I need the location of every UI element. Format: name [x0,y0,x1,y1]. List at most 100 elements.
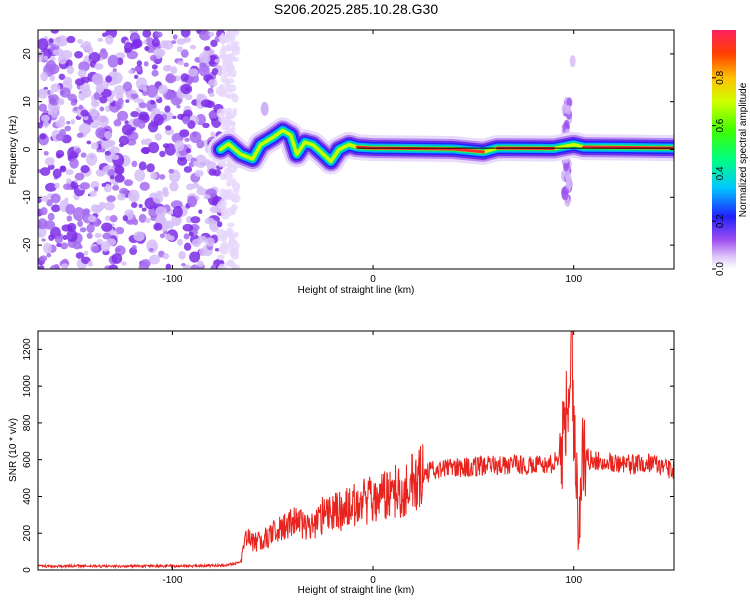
snr-line [38,331,674,570]
y-tick-label: 1200 [22,338,33,361]
noise-blob [162,189,169,198]
noise-blob [220,118,230,125]
artifact-blob [565,174,572,185]
noise-blob [124,120,129,125]
noise-blob [41,114,51,122]
y-tick-label: 1000 [22,375,33,398]
noise-blob [159,40,169,49]
noise-blob [171,40,177,45]
noise-blob [183,233,190,240]
noise-blob [150,215,157,221]
noise-blob [101,32,107,38]
noise-blob [216,228,226,238]
noise-blob [74,147,82,154]
noise-blob [78,245,83,249]
noise-blob [152,193,164,204]
noise-blob [192,160,200,167]
noise-blob [221,200,227,207]
noise-blob [219,245,230,255]
noise-blob [55,150,65,158]
noise-blob [107,96,114,103]
noise-blob [55,119,66,128]
noise-blob [210,131,216,138]
noise-blob [94,100,100,107]
noise-blob [66,65,75,75]
snr-y-axis-label: SNR (10 * v/v) [8,418,19,482]
noise-blob [201,54,211,64]
noise-blob [221,190,231,201]
noise-blob [190,216,201,224]
noise-blob [229,250,235,257]
noise-blob [45,182,57,192]
noise-blob [131,245,137,250]
noise-blob [224,33,231,44]
noise-blob [116,57,124,66]
noise-blob [169,235,175,241]
noise-blob [98,50,109,60]
y-tick-label: -10 [22,190,33,205]
noise-blob [107,169,115,177]
y-tick-label: 20 [22,48,33,60]
noise-blob [63,76,73,85]
noise-blob [183,166,193,173]
colorbar-tick-label: 0.0 [715,262,726,276]
noise-blob [154,94,160,100]
noise-blob [69,158,79,169]
noise-blob [122,81,133,92]
noise-blob [220,211,230,220]
noise-blob [83,250,89,256]
artifact-blob [260,101,269,116]
noise-blob [198,247,208,257]
noise-blob [111,253,123,264]
noise-blob [231,193,241,204]
noise-blob [153,222,163,231]
noise-blob [155,31,163,38]
noise-blob [48,38,54,43]
spectrogram-marks [38,30,674,269]
artifact-blob [565,104,572,115]
noise-blob [70,100,78,106]
noise-blob [91,73,104,86]
noise-blob [72,207,85,222]
noise-blob [196,260,204,267]
noise-blob [59,165,66,171]
noise-blob [176,238,184,246]
noise-blob [43,242,52,254]
noise-blob [230,208,236,216]
noise-blob [212,169,222,177]
colorbar-tick-label: 0.4 [715,166,726,180]
noise-blob [151,37,160,48]
noise-blob [231,264,240,269]
y-tick-label: 800 [22,414,33,431]
noise-blob [106,238,117,247]
noise-blob [209,220,220,233]
noise-blob [153,113,164,126]
y-tick-label: 0 [22,567,33,573]
noise-blob [122,215,128,222]
noise-blob [101,222,113,232]
noise-blob [214,248,220,252]
noise-blob [79,227,87,233]
noise-blob [140,146,151,154]
noise-blob [126,50,138,60]
noise-blob [53,36,66,47]
noise-blob [154,132,163,141]
noise-blob [138,161,147,171]
noise-blob [104,130,112,140]
noise-blob [46,199,53,207]
noise-blob [177,113,185,120]
noise-blob [121,124,133,136]
noise-blob [47,95,53,99]
noise-blob [189,251,201,263]
noise-blob [164,143,177,156]
noise-blob [78,61,90,72]
noise-blob [65,169,74,176]
noise-blob [77,220,83,227]
x-tick-label: 100 [565,274,582,285]
noise-blob [81,209,90,216]
y-tick-label: 200 [22,524,33,541]
noise-blob [47,212,55,221]
